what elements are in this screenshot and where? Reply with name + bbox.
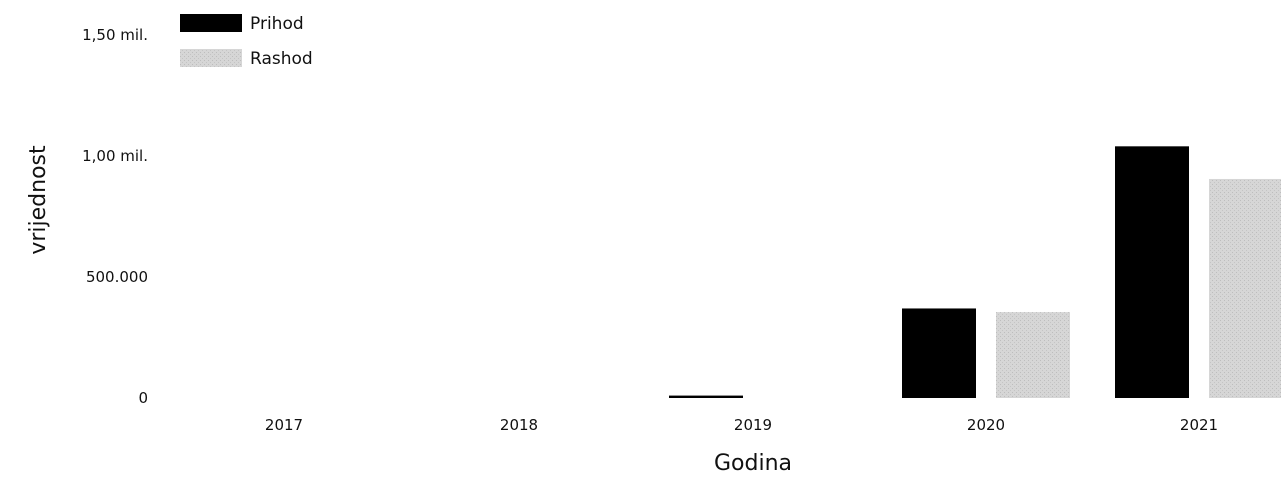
bar-rashod-2020 (996, 312, 1070, 398)
bar-prihod-2021 (1115, 146, 1189, 398)
y-tick-label-3: 1,50 mil. (82, 26, 148, 44)
bars (669, 146, 1281, 398)
x-tick-label-2021: 2021 (1180, 416, 1218, 434)
x-tick-label-2017: 2017 (265, 416, 303, 434)
bar-rashod-2021 (1209, 178, 1281, 398)
bar-prihod-2020 (902, 308, 976, 398)
legend-label-rashod: Rashod (250, 49, 313, 69)
legend-swatch-rashod (180, 49, 242, 67)
y-tick-label-1: 500.000 (86, 268, 148, 286)
legend-swatch-prihod (180, 14, 242, 32)
y-axis-title: vrijednost (26, 145, 51, 255)
bar-prihod-2019 (669, 395, 743, 398)
x-tick-label-2018: 2018 (500, 416, 538, 434)
y-axis-ticks: 0 500.000 1,00 mil. 1,50 mil. (82, 26, 148, 407)
x-tick-label-2019: 2019 (734, 416, 772, 434)
legend: Prihod Rashod (180, 14, 313, 69)
legend-label-prihod: Prihod (250, 14, 304, 34)
x-axis-ticks: 2017 2018 2019 2020 2021 (265, 416, 1218, 434)
y-tick-label-0: 0 (138, 389, 148, 407)
y-tick-label-2: 1,00 mil. (82, 147, 148, 165)
x-tick-label-2020: 2020 (967, 416, 1005, 434)
x-axis-title: Godina (714, 451, 792, 476)
